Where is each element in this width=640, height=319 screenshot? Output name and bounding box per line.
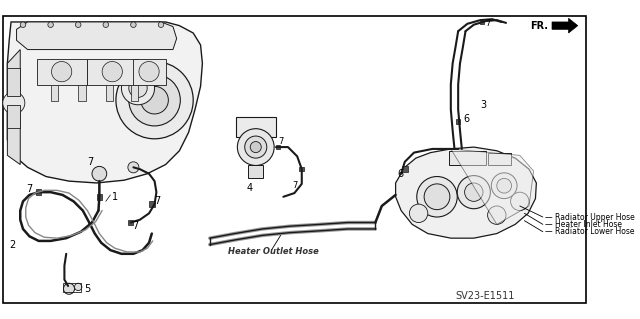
Bar: [248, 166, 263, 178]
Circle shape: [424, 184, 450, 210]
Text: 7: 7: [486, 19, 491, 28]
Circle shape: [52, 62, 72, 82]
Text: 7: 7: [132, 221, 139, 231]
Circle shape: [139, 62, 159, 82]
Bar: [449, 151, 486, 166]
Circle shape: [92, 167, 107, 181]
Circle shape: [417, 176, 457, 217]
Bar: [36, 189, 42, 195]
Bar: [37, 59, 88, 85]
Bar: [402, 167, 408, 172]
Circle shape: [48, 22, 53, 27]
Bar: [131, 85, 138, 101]
Bar: [97, 194, 102, 199]
Bar: [8, 105, 20, 128]
Circle shape: [250, 142, 261, 152]
Text: SV23-E1511: SV23-E1511: [456, 291, 515, 301]
Polygon shape: [451, 149, 534, 224]
Circle shape: [76, 22, 81, 27]
Circle shape: [122, 72, 155, 105]
Text: — Heater Inlet Hose: — Heater Inlet Hose: [545, 220, 621, 229]
Bar: [88, 59, 138, 85]
Text: — Radiator Lower Hose: — Radiator Lower Hose: [545, 227, 634, 236]
Bar: [149, 201, 155, 207]
Circle shape: [103, 22, 109, 27]
Text: — Radiator Upper Hose: — Radiator Upper Hose: [545, 212, 634, 221]
Bar: [276, 145, 280, 149]
Text: 7: 7: [88, 157, 93, 167]
Circle shape: [129, 79, 147, 97]
Text: 7: 7: [26, 184, 32, 194]
Text: Heater Outlet Hose: Heater Outlet Hose: [228, 248, 319, 256]
Circle shape: [128, 162, 139, 173]
Bar: [51, 85, 58, 101]
Text: 4: 4: [246, 182, 253, 193]
Bar: [480, 20, 484, 24]
Text: 7: 7: [279, 137, 284, 146]
Bar: [300, 167, 304, 171]
Bar: [128, 220, 133, 225]
Text: 5: 5: [84, 284, 91, 294]
Polygon shape: [552, 18, 578, 33]
Text: FR.: FR.: [531, 21, 548, 31]
Bar: [488, 152, 511, 166]
Circle shape: [3, 92, 25, 114]
Polygon shape: [396, 147, 536, 238]
Circle shape: [465, 183, 483, 201]
Text: 2: 2: [9, 240, 15, 249]
Text: 7: 7: [155, 197, 161, 206]
Circle shape: [129, 74, 180, 126]
Circle shape: [141, 86, 168, 114]
Circle shape: [511, 192, 529, 211]
Text: 3: 3: [480, 100, 486, 110]
Bar: [236, 117, 276, 137]
Bar: [63, 283, 81, 293]
Circle shape: [116, 62, 193, 139]
Circle shape: [102, 62, 122, 82]
Circle shape: [74, 283, 82, 291]
Text: 6: 6: [397, 169, 404, 179]
Circle shape: [410, 204, 428, 223]
Circle shape: [158, 22, 164, 27]
Bar: [8, 68, 20, 96]
Bar: [133, 59, 166, 85]
Circle shape: [497, 178, 511, 193]
Polygon shape: [8, 49, 20, 165]
Circle shape: [488, 206, 506, 224]
Circle shape: [237, 129, 274, 166]
Bar: [106, 85, 113, 101]
Bar: [456, 119, 460, 124]
Circle shape: [131, 22, 136, 27]
Text: 1: 1: [112, 192, 118, 202]
Text: 7: 7: [292, 181, 298, 190]
Polygon shape: [8, 22, 202, 183]
Circle shape: [20, 22, 26, 27]
Circle shape: [244, 136, 267, 158]
Bar: [78, 85, 86, 101]
Circle shape: [492, 173, 517, 199]
Circle shape: [457, 175, 490, 209]
Circle shape: [63, 283, 74, 294]
Text: 6: 6: [464, 114, 470, 123]
Polygon shape: [17, 22, 177, 49]
